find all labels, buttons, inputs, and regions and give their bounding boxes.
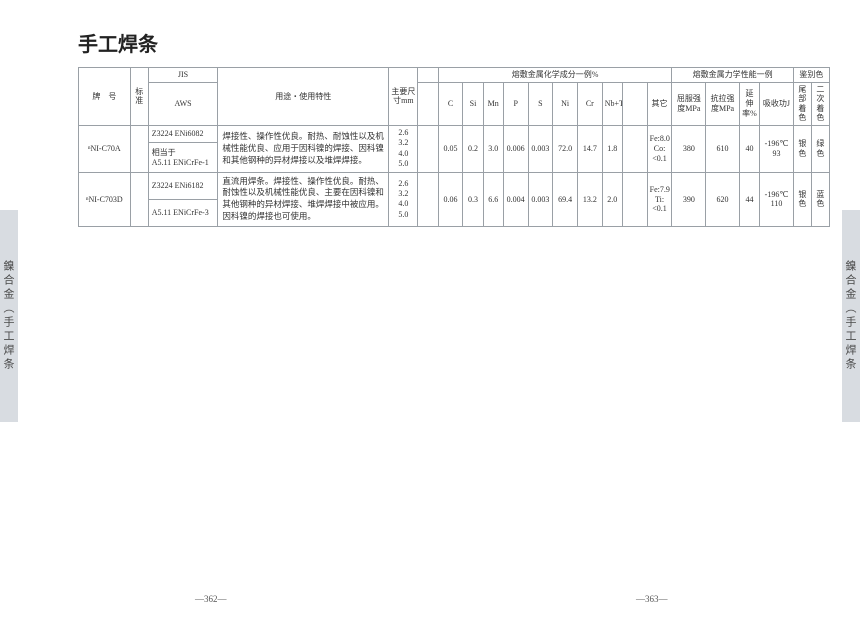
cell-tail: 银色: [793, 172, 811, 227]
cell-blank: [418, 125, 438, 172]
th-aws: AWS: [148, 82, 218, 125]
cell-c: 0.06: [438, 172, 463, 227]
cell-s: 0.003: [528, 172, 553, 227]
th-blank3: [418, 82, 438, 125]
th-ts: 抗拉强度MPa: [706, 82, 740, 125]
cell-si: 0.2: [463, 125, 483, 172]
cell-desc: 直流用焊条。焊接性、操作性优良。耐热、耐蚀性以及机械性能优良、主要在因科镍和其他…: [218, 172, 389, 227]
cell-jis: Z3224 ENi6082: [148, 125, 218, 143]
cell-jis: Z3224 ENi6182: [148, 172, 218, 199]
th-color-group: 鉴别色: [793, 68, 829, 83]
page-content: 手工焊条 牌 号 标准 JIS 用途・使用特性 主要尺寸mm 熔敷金属化学成分一…: [0, 0, 860, 227]
th-other: 其它: [647, 82, 672, 125]
cell-blank: [418, 172, 438, 227]
cell-ni: 69.4: [553, 172, 578, 227]
cell-el: 40: [739, 125, 759, 172]
cell-blank2: [622, 125, 647, 172]
cell-other: Fe:8.0 Co:<0.1: [647, 125, 672, 172]
cell-grade: ⁿNI-C70A: [79, 125, 131, 172]
th-ys: 屈服强度MPa: [672, 82, 706, 125]
cell-sizes: 2.63.24.05.0: [389, 125, 418, 172]
cell-el: 44: [739, 172, 759, 227]
cell-si: 0.3: [463, 172, 483, 227]
cell-cr: 13.2: [577, 172, 602, 227]
page-title: 手工焊条: [78, 28, 830, 57]
welding-table: 牌 号 标准 JIS 用途・使用特性 主要尺寸mm 熔敷金属化学成分一例% 熔敷…: [78, 67, 830, 227]
cell-mn: 6.6: [483, 172, 503, 227]
page-number-left: —362—: [195, 594, 227, 604]
cell-other: Fe:7.9 Ti:<0.1: [647, 172, 672, 227]
side-tab-text: 鎳合金（手工焊条: [2, 260, 14, 372]
th-sizes: 主要尺寸mm: [389, 68, 418, 126]
cell-s: 0.003: [528, 125, 553, 172]
th-si: Si: [463, 82, 483, 125]
cell-aws: 相当于A5.11 ENiCrFe-1: [148, 143, 218, 172]
cell-cr: 14.7: [577, 125, 602, 172]
cell-grade: ⁿNI-C703D: [79, 172, 131, 227]
cell-im: -196℃110: [760, 172, 794, 227]
th-blank: [418, 68, 438, 83]
th-sec: 二次着色: [811, 82, 829, 125]
th-c: C: [438, 82, 463, 125]
cell-aws: A5.11 ENiCrFe-3: [148, 199, 218, 226]
cell-p: 0.006: [503, 125, 528, 172]
cell-std-label: [130, 172, 148, 227]
th-el: 延伸率%: [739, 82, 759, 125]
th-mn: Mn: [483, 82, 503, 125]
cell-desc: 焊接性、操作性优良。耐热、耐蚀性以及机械性能优良、应用于因科镍的焊接、因科镍和其…: [218, 125, 389, 172]
th-p: P: [503, 82, 528, 125]
cell-nbta: 1.8: [602, 125, 622, 172]
cell-ts: 610: [706, 125, 740, 172]
th-usage: 用途・使用特性: [218, 68, 389, 126]
th-tail: 尾部着色: [793, 82, 811, 125]
cell-c: 0.05: [438, 125, 463, 172]
th-chem-group: 熔敷金属化学成分一例%: [438, 68, 672, 83]
cell-ts: 620: [706, 172, 740, 227]
cell-ni: 72.0: [553, 125, 578, 172]
cell-ys: 390: [672, 172, 706, 227]
cell-std-label: [130, 125, 148, 172]
cell-sec: 蓝色: [811, 172, 829, 227]
cell-tail: 银色: [793, 125, 811, 172]
th-blank2: [622, 82, 647, 125]
cell-p: 0.004: [503, 172, 528, 227]
cell-sizes: 2.63.24.05.0: [389, 172, 418, 227]
th-standard: 标准: [130, 68, 148, 126]
cell-blank2: [622, 172, 647, 227]
th-cr: Cr: [577, 82, 602, 125]
th-ni: Ni: [553, 82, 578, 125]
cell-ys: 380: [672, 125, 706, 172]
side-tab-left: 鎳合金（手工焊条: [0, 210, 18, 422]
cell-im: -196℃93: [760, 125, 794, 172]
side-tab-right: 鎳合金（手工焊条: [842, 210, 860, 422]
cell-sec: 绿色: [811, 125, 829, 172]
th-nbta: Nb+Ta: [602, 82, 622, 125]
cell-mn: 3.0: [483, 125, 503, 172]
th-mech-group: 熔敷金属力学性能一例: [672, 68, 793, 83]
cell-nbta: 2.0: [602, 172, 622, 227]
th-grade: 牌 号: [79, 68, 131, 126]
th-im: 吸收功J: [760, 82, 794, 125]
th-s: S: [528, 82, 553, 125]
th-jis: JIS: [148, 68, 218, 83]
side-tab-text: 鎳合金（手工焊条: [844, 260, 856, 372]
page-number-right: —363—: [636, 594, 668, 604]
